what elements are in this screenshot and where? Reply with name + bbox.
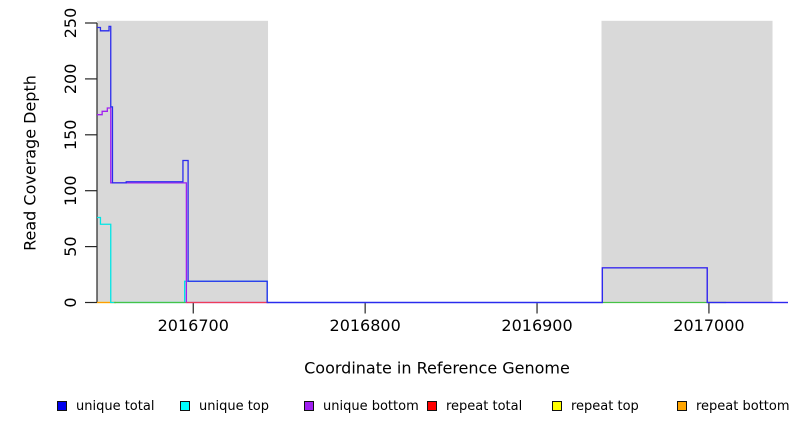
- legend-label: repeat bottom: [696, 398, 790, 414]
- y-axis-title: Read Coverage Depth: [20, 75, 40, 251]
- x-tick-label: 2016900: [501, 316, 572, 335]
- shaded-region-2: [601, 20, 773, 303]
- y-tick-label: 50: [61, 236, 80, 256]
- x-tick-label: 2016700: [158, 316, 229, 335]
- y-tick-label: 200: [61, 64, 80, 95]
- legend-item-repeat-total: repeat total: [427, 396, 522, 416]
- legend-swatch-icon: [304, 401, 314, 411]
- y-tick-label: 250: [61, 8, 80, 39]
- legend-swatch-icon: [677, 401, 687, 411]
- legend-label: repeat total: [446, 398, 523, 414]
- legend-label: unique top: [199, 398, 270, 414]
- series-unique-total: [97, 25, 788, 304]
- legend-swatch-icon: [180, 401, 190, 411]
- legend-label: repeat top: [571, 398, 639, 414]
- x-tick-label: 2016800: [330, 316, 401, 335]
- legend-swatch-icon: [57, 401, 67, 411]
- legend-item-unique-total: unique total: [57, 396, 154, 416]
- x-axis-title: Coordinate in Reference Genome: [304, 358, 570, 378]
- y-tick-label: 0: [61, 297, 80, 307]
- legend: unique total unique top unique bottom repea…: [0, 396, 792, 420]
- y-tick-label: 150: [61, 120, 80, 151]
- y-tick-label: 100: [61, 175, 80, 206]
- legend-item-repeat-top: repeat top: [552, 396, 639, 416]
- legend-item-unique-bottom: unique bottom: [304, 396, 419, 416]
- legend-swatch-icon: [552, 401, 562, 411]
- legend-label: unique bottom: [323, 398, 419, 414]
- legend-item-repeat-bottom: repeat bottom: [677, 396, 790, 416]
- legend-swatch-icon: [427, 401, 437, 411]
- legend-label: unique total: [76, 398, 155, 414]
- x-tick-label: 2017000: [673, 316, 744, 335]
- legend-item-unique-top: unique top: [180, 396, 269, 416]
